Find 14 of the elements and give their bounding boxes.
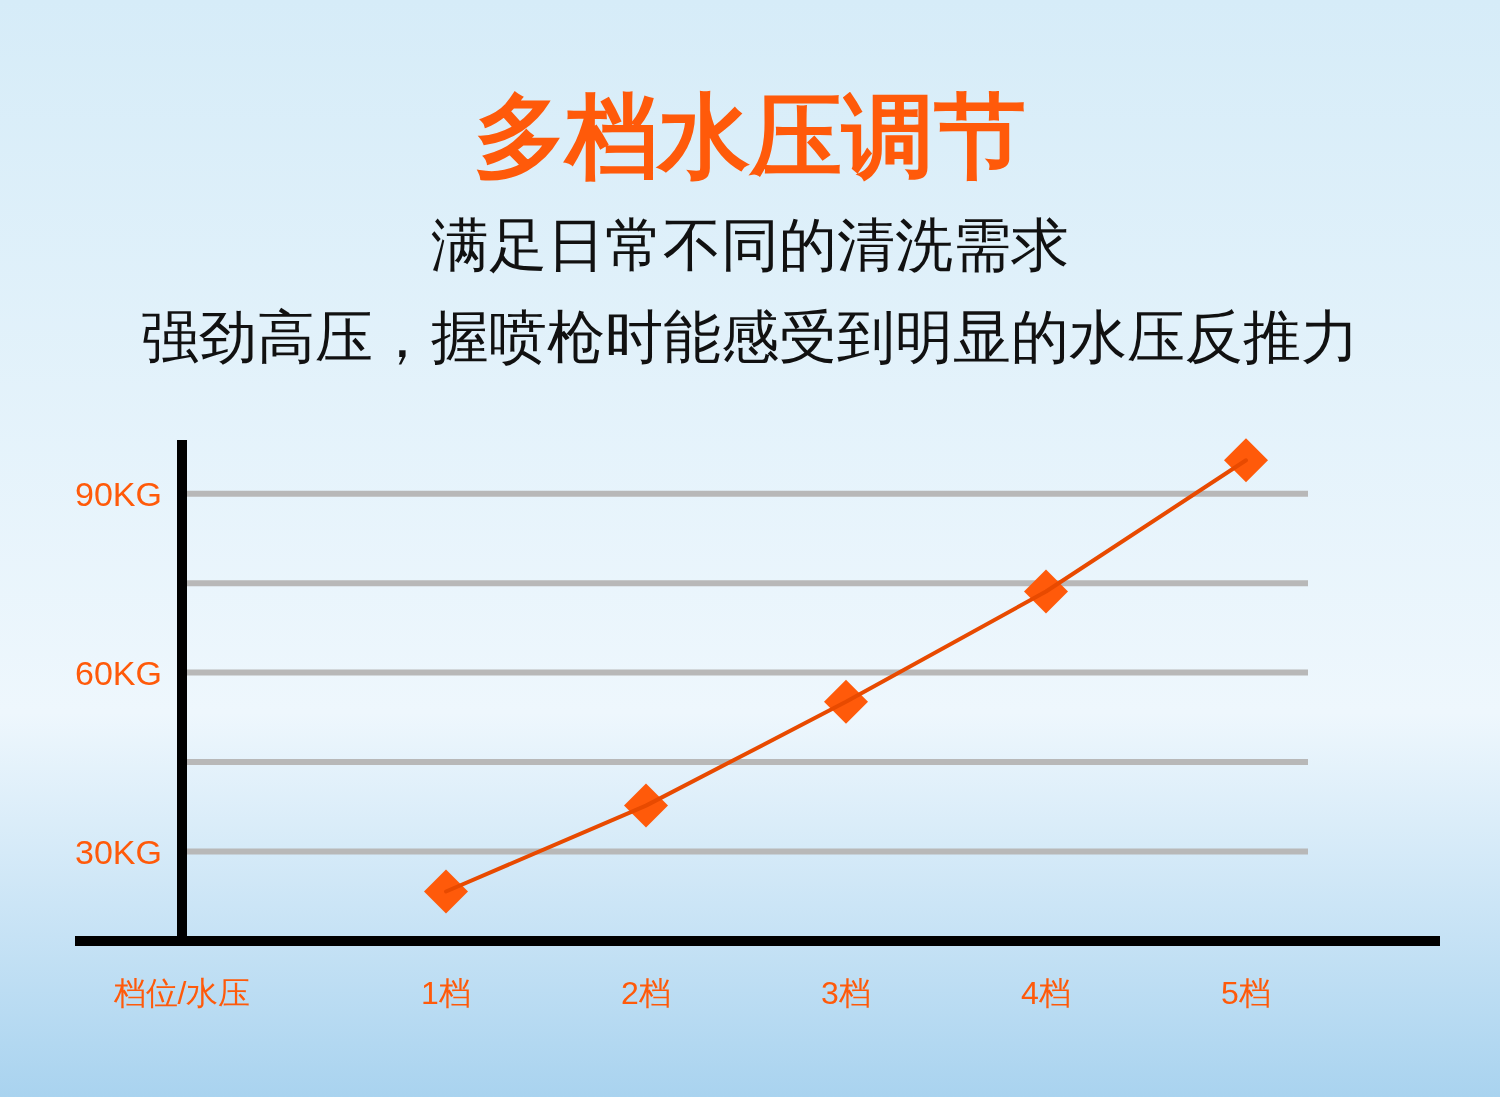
point [424, 869, 468, 914]
x-tick-label: 5档 [1221, 975, 1271, 1011]
x-tick-label: 3档 [821, 975, 871, 1011]
x-tick-label: 4档 [1021, 975, 1071, 1011]
y-tick-label: 60KG [75, 653, 162, 692]
x-axis-title: 档位/水压 [112, 975, 251, 1011]
y-tick-label: 30KG [75, 832, 162, 871]
text: 强劲高压，握喷枪时能感受到明显的水压反推力 [141, 304, 1359, 369]
x-tick-label: 1档 [421, 975, 471, 1011]
chart-title: 多档水压调节 [474, 85, 1026, 187]
x-tick-label: 2档 [621, 975, 671, 1011]
point [1224, 438, 1268, 483]
y-tick-label: 90KG [75, 474, 162, 513]
chart-subtitle: 满足日常不同的清洗需求 [431, 212, 1069, 277]
